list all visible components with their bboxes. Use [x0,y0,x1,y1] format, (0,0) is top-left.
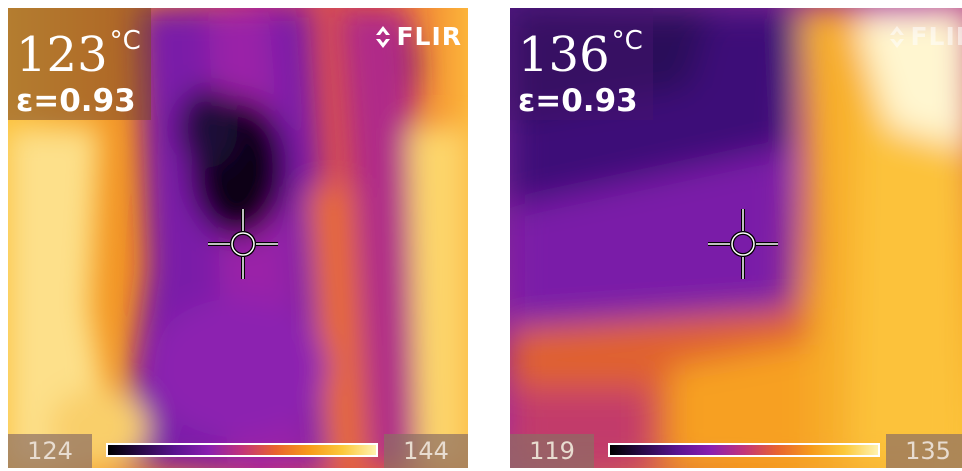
color-scale-bar [106,443,378,457]
spot-temperature-panel: 136°C ε=0.93 [510,8,653,120]
temperature-scale: 124 144 [8,434,468,468]
scale-min-value: 119 [510,434,594,468]
temperature-scale: 119 135 [510,434,962,468]
brand-name: FLIR [396,22,462,51]
spot-crosshair-icon [708,209,778,279]
flir-logo: FLIR [889,22,962,51]
spot-temperature-readout: 123°C [16,14,141,82]
color-scale-bar [608,443,880,457]
flir-logo: FLIR [375,22,462,51]
emissivity-readout: ε=0.93 [16,83,136,119]
thermal-heatmap-right [510,8,962,468]
spot-temperature-value: 123 [16,27,108,83]
temperature-unit: °C [109,26,141,56]
spot-temperature-readout: 136°C [518,14,643,82]
scale-max-value: 135 [886,434,962,468]
thermal-image-right: 136°C ε=0.93 FLIR 119 135 [510,8,962,468]
spot-temperature-value: 136 [518,27,610,83]
thermal-heatmap-left [8,8,468,468]
emissivity-readout: ε=0.93 [518,83,638,119]
temperature-unit: °C [611,26,643,56]
scale-min-value: 124 [8,434,92,468]
thermal-image-left: 123°C ε=0.93 FLIR 124 144 [8,8,468,468]
scale-max-value: 144 [384,434,468,468]
flir-logo-icon [376,25,391,48]
flir-logo-icon [890,25,905,48]
spot-crosshair-icon [208,209,278,279]
spot-temperature-panel: 123°C ε=0.93 [8,8,151,120]
brand-name: FLIR [910,22,962,51]
